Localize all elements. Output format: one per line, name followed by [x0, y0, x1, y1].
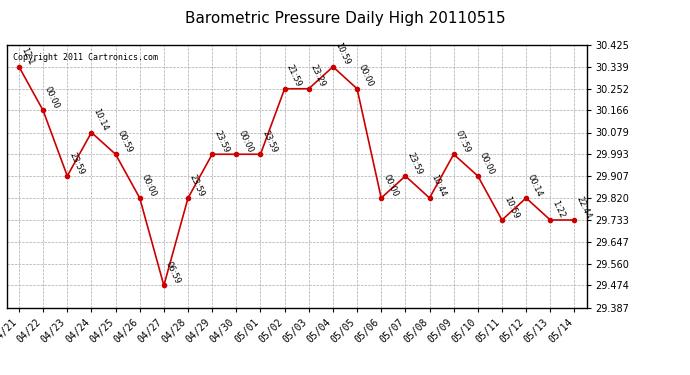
Text: 22:44: 22:44 [574, 195, 593, 220]
Text: 00:00: 00:00 [43, 85, 61, 111]
Text: 00:00: 00:00 [236, 129, 255, 154]
Text: 10:14: 10:14 [91, 107, 110, 132]
Text: 10:59: 10:59 [333, 41, 351, 67]
Text: 23:59: 23:59 [261, 129, 279, 154]
Text: 00:00: 00:00 [477, 151, 496, 176]
Text: 23:29: 23:29 [308, 63, 327, 89]
Text: 23:59: 23:59 [68, 150, 86, 176]
Text: 00:00: 00:00 [357, 63, 375, 89]
Text: 00:00: 00:00 [381, 172, 400, 198]
Text: 00:00: 00:00 [139, 172, 158, 198]
Text: 00:14: 00:14 [526, 172, 544, 198]
Text: Barometric Pressure Daily High 20110515: Barometric Pressure Daily High 20110515 [185, 11, 505, 26]
Text: 00:59: 00:59 [115, 129, 134, 154]
Text: 23:59: 23:59 [188, 172, 206, 198]
Text: 12:1: 12:1 [19, 46, 35, 67]
Text: 21:59: 21:59 [284, 63, 303, 89]
Text: 10:59: 10:59 [502, 195, 520, 220]
Text: Copyright 2011 Cartronics.com: Copyright 2011 Cartronics.com [12, 53, 158, 62]
Text: 07:59: 07:59 [454, 129, 472, 154]
Text: 23:59: 23:59 [213, 129, 230, 154]
Text: 06:59: 06:59 [164, 260, 182, 285]
Text: 10:44: 10:44 [429, 172, 448, 198]
Text: 1:22: 1:22 [551, 200, 566, 220]
Text: 23:59: 23:59 [406, 150, 424, 176]
